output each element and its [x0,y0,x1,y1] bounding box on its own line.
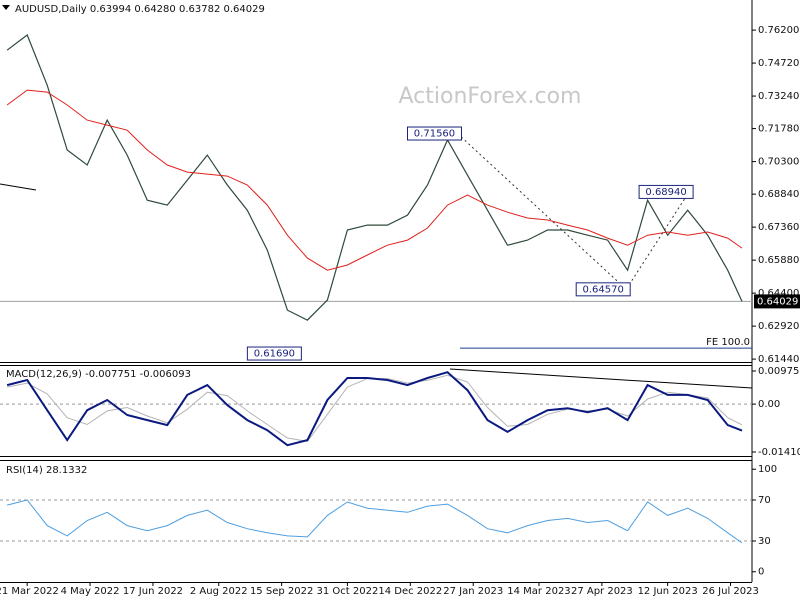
y-tick-label: 0.67360 [758,222,799,233]
series-line [6,34,743,321]
annotation-box [406,126,462,141]
x-tick-label: 15 Sep 2022 [250,586,313,597]
last-price-box [754,294,800,309]
x-tick-label: 27 Apr 2023 [571,586,633,597]
price-title: AUDUSD,Daily 0.63994 0.64280 0.63782 0.6… [15,4,265,15]
macd-trend-line [449,368,753,389]
y-tick-label: 0.62920 [758,321,799,332]
x-tick-label: 4 May 2022 [61,586,120,597]
annotation-box [246,346,302,361]
fe-label: FE 100.0 [706,337,750,348]
y-tick-label: 0.00 [758,399,780,410]
y-tick-label: 30 [758,536,771,547]
y-tick-label: 0.61440 [758,354,799,365]
annotation-label: 0.61690 [254,349,295,360]
x-tick-label: 26 Jul 2023 [702,586,759,597]
y-tick-label: 0.70300 [758,157,799,168]
trend-line [0,183,37,191]
annotation-box [638,184,694,199]
y-tick-label: 0 [758,567,764,578]
last-price-label: 0.64029 [757,296,798,307]
y-tick-label: 0.64400 [758,288,799,299]
x-tick-label: 31 Oct 2022 [316,586,378,597]
annotation-label: 0.64570 [583,284,624,295]
series-line [6,499,743,544]
swing-line [457,133,690,291]
watermark: ActionForex.com [399,84,582,109]
y-tick-label: 0.65880 [758,255,799,266]
series-line [6,371,743,447]
series-line [6,89,743,271]
macd-title: MACD(12,26,9) -0.007751 -0.006093 [6,369,191,380]
y-tick-label: 0.76200 [758,25,799,36]
annotation-box [575,282,631,297]
x-tick-label: 27 Jan 2023 [443,586,503,597]
rsi-title: RSI(14) 28.1332 [6,465,87,476]
annotation-label: 0.71560 [414,129,455,140]
y-tick-label: 70 [758,495,771,506]
y-tick-label: 0.68840 [758,189,799,200]
menu-arrow[interactable] [2,5,10,10]
annotation-label: 0.68940 [645,187,686,198]
x-tick-label: 14 Dec 2022 [378,586,442,597]
x-tick-label: 12 Jun 2023 [638,586,698,597]
y-tick-label: -0.014107 [758,447,800,458]
y-tick-label: 0.71780 [758,124,799,135]
x-tick-label: 21 Mar 2022 [0,586,59,597]
y-tick-label: 0.73240 [758,91,799,102]
x-tick-label: 17 Jun 2022 [123,586,183,597]
y-tick-label: 0.74720 [758,58,799,69]
x-tick-label: 14 Mar 2023 [507,586,570,597]
x-tick-label: 2 Aug 2022 [190,586,248,597]
y-tick-label: 100 [758,464,777,475]
y-tick-label: 0.009751 [758,366,800,377]
